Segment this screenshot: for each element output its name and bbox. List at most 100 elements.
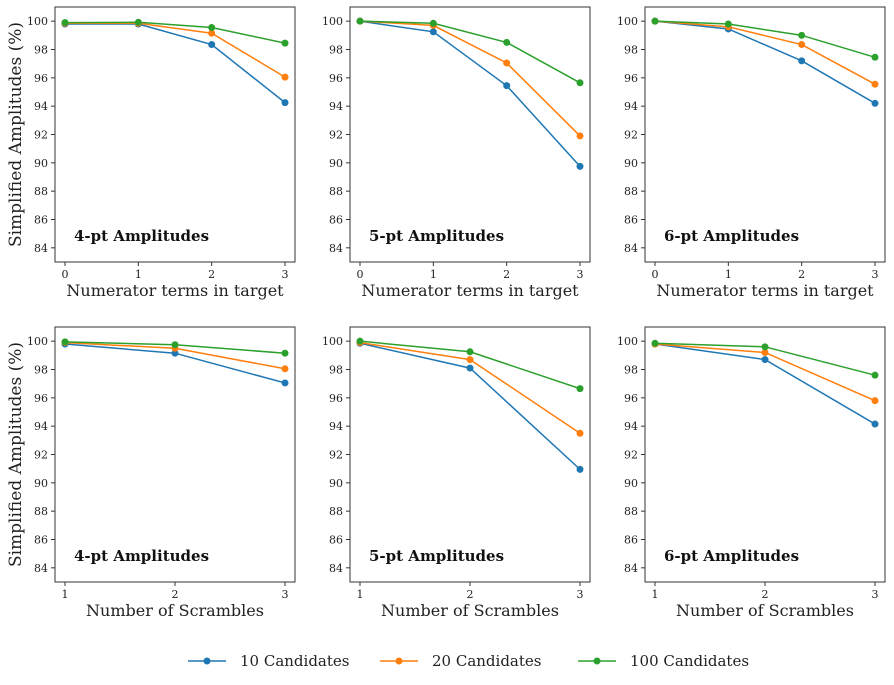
data-point <box>871 53 879 61</box>
y-tick-label: 84 <box>34 242 48 255</box>
data-point <box>61 338 69 346</box>
data-point <box>576 429 584 437</box>
panel-annotation: 5-pt Amplitudes <box>369 547 504 565</box>
x-tick-label: 2 <box>762 588 769 601</box>
data-point <box>576 385 584 393</box>
data-point <box>208 41 216 49</box>
y-tick-label: 88 <box>329 505 343 518</box>
y-tick-label: 88 <box>34 505 48 518</box>
x-axis-label: Numerator terms in target <box>66 281 284 300</box>
data-point <box>503 38 511 46</box>
subplot-4: 84 86 88 90 92 94 96 98 100 1 2 3 Number of Scramble… <box>6 326 296 620</box>
x-axis-label: Numerator terms in target <box>361 281 579 300</box>
x-tick-label: 1 <box>652 588 659 601</box>
y-tick-label: 94 <box>329 420 343 433</box>
y-tick-label: 100 <box>322 15 343 28</box>
y-tick-label: 90 <box>34 477 48 490</box>
y-tick-label: 96 <box>34 392 48 405</box>
y-tick-label: 92 <box>624 129 638 142</box>
x-tick-label: 1 <box>357 588 364 601</box>
y-axis-label: Simplified Amplitudes (%) <box>6 342 26 567</box>
x-tick-label: 3 <box>872 588 879 601</box>
y-tick-label: 86 <box>624 534 638 547</box>
legend-label: 10 Candidates <box>240 652 349 670</box>
y-axis-label: Simplified Amplitudes (%) <box>6 22 26 247</box>
x-tick-label: 1 <box>430 268 437 281</box>
x-axis-label: Number of Scrambles <box>676 601 854 620</box>
y-tick-label: 86 <box>34 534 48 547</box>
y-tick-label: 90 <box>329 157 343 170</box>
x-tick-label: 2 <box>467 588 474 601</box>
x-tick-label: 0 <box>62 268 69 281</box>
panel-annotation: 4-pt Amplitudes <box>74 547 209 565</box>
data-point <box>171 349 179 357</box>
y-tick-label: 94 <box>624 100 638 113</box>
y-tick-label: 86 <box>624 214 638 227</box>
panel-annotation: 6-pt Amplitudes <box>664 227 799 245</box>
y-tick-label: 86 <box>329 214 343 227</box>
y-tick-label: 88 <box>624 185 638 198</box>
axes-frame <box>644 326 886 583</box>
data-point <box>281 39 289 47</box>
y-tick-label: 92 <box>34 129 48 142</box>
x-tick-label: 3 <box>282 268 289 281</box>
x-tick-label: 2 <box>208 268 215 281</box>
data-point <box>61 19 69 27</box>
data-point <box>871 371 879 379</box>
y-tick-label: 100 <box>27 335 48 348</box>
data-point <box>503 82 511 90</box>
x-axis-label: Number of Scrambles <box>86 601 264 620</box>
y-tick-label: 88 <box>329 185 343 198</box>
y-tick-label: 100 <box>617 335 638 348</box>
y-tick-label: 84 <box>329 242 343 255</box>
data-point <box>576 465 584 473</box>
axes-frame <box>54 6 296 263</box>
data-point <box>356 337 364 345</box>
series-line-2 <box>654 20 876 85</box>
legend-marker <box>395 657 403 665</box>
series-line-1 <box>654 343 876 425</box>
series-line-2 <box>65 22 286 78</box>
data-point <box>761 349 769 356</box>
y-tick-label: 98 <box>329 364 343 377</box>
y-tick-label: 94 <box>34 100 48 113</box>
data-point <box>466 364 474 372</box>
y-tick-label: 92 <box>329 129 343 142</box>
data-point <box>171 341 179 349</box>
y-tick-label: 98 <box>329 44 343 57</box>
y-tick-label: 92 <box>34 449 48 462</box>
data-point <box>281 379 289 387</box>
y-tick-label: 94 <box>624 420 638 433</box>
y-tick-label: 84 <box>34 562 48 575</box>
data-point <box>429 28 437 36</box>
y-tick-label: 96 <box>329 72 343 85</box>
data-point <box>356 17 364 25</box>
x-tick-label: 3 <box>577 268 584 281</box>
data-point <box>871 397 879 405</box>
data-point <box>576 79 584 87</box>
series-line-2 <box>359 20 581 137</box>
subplot-5: 84 86 88 90 92 94 96 98 100 1 2 3 Number of Scramble… <box>322 326 591 620</box>
y-tick-label: 100 <box>322 335 343 348</box>
data-point <box>466 348 474 356</box>
y-tick-label: 94 <box>34 420 48 433</box>
x-tick-label: 1 <box>725 268 732 281</box>
data-point <box>761 356 769 364</box>
y-tick-label: 90 <box>329 477 343 490</box>
data-point <box>281 349 289 357</box>
y-tick-label: 90 <box>34 157 48 170</box>
axes-frame <box>349 6 591 263</box>
y-tick-label: 90 <box>624 477 638 490</box>
y-tick-label: 88 <box>34 185 48 198</box>
x-tick-label: 1 <box>62 588 69 601</box>
y-tick-label: 90 <box>624 157 638 170</box>
axes-frame <box>54 326 296 583</box>
legend-label: 100 Candidates <box>630 652 749 670</box>
x-tick-label: 2 <box>503 268 510 281</box>
series-line-1 <box>359 20 581 167</box>
x-tick-label: 0 <box>357 268 364 281</box>
data-point <box>208 29 216 37</box>
y-tick-label: 94 <box>329 100 343 113</box>
